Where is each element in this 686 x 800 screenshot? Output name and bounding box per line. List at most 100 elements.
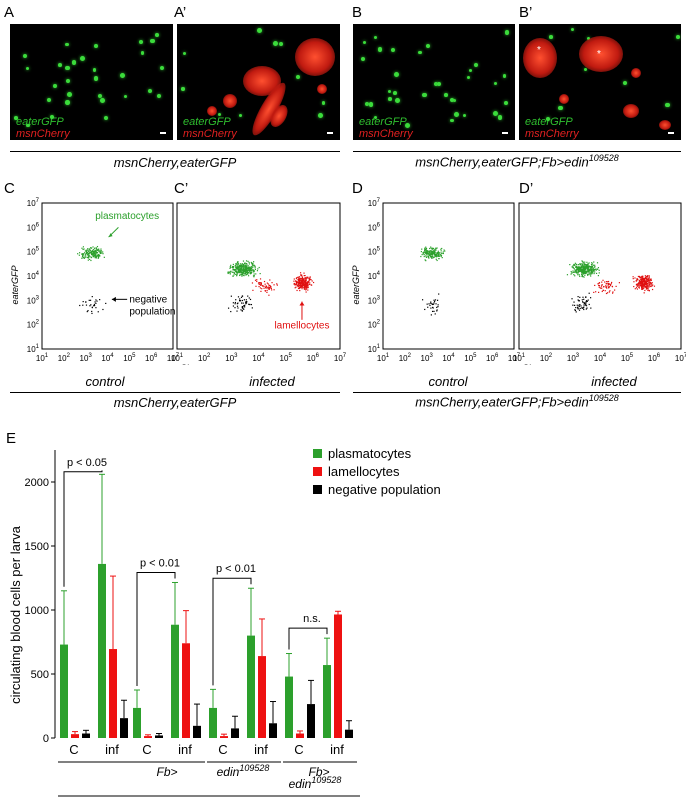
plasmatocyte-event	[583, 267, 585, 269]
lamellocyte-event	[259, 283, 261, 285]
gfp-cell	[454, 111, 460, 117]
plasmatocyte-event	[252, 262, 254, 265]
negative-event	[85, 304, 88, 306]
lamellocyte-event	[301, 274, 303, 276]
plasmatocyte-event	[578, 269, 580, 271]
negative-event	[583, 302, 585, 304]
gfp-cell	[584, 67, 588, 72]
gfp-cell	[52, 84, 57, 89]
lamellocyte-event	[263, 285, 265, 287]
plasmatocyte-event	[421, 253, 423, 256]
x-tick-label: 104	[252, 353, 265, 363]
lamellocyte-event	[638, 276, 641, 278]
plasmatocyte-event	[435, 255, 437, 257]
lamellocyte-event	[299, 272, 302, 274]
lamellocyte-event	[638, 285, 640, 288]
legend-msncherry: msnCherry	[183, 128, 237, 140]
bar-lamellocytes	[258, 656, 266, 738]
plasmatocyte-event	[247, 272, 249, 274]
plasmatocyte-event	[247, 260, 249, 262]
plasmatocyte-event	[233, 274, 235, 276]
plasmatocyte-event	[243, 270, 245, 272]
gfp-cell	[256, 28, 262, 34]
plasmatocyte-event	[247, 267, 249, 269]
plasmatocyte-event	[249, 270, 251, 272]
plasmatocyte-event	[87, 252, 90, 255]
plasmatocyte-event	[245, 271, 248, 273]
negative-event	[240, 309, 242, 311]
lamellocyte-event	[636, 285, 638, 287]
annotation-arrowhead	[299, 301, 305, 306]
lamellocyte-event	[297, 276, 299, 278]
plasmatocyte-event	[252, 269, 255, 271]
x-axis-label: msnCherry	[163, 363, 208, 365]
plasmatocyte-event	[102, 253, 104, 255]
plasmatocyte-event	[432, 250, 434, 252]
annotation-plasmatocytes: plasmatocytes	[95, 211, 159, 222]
plasmatocyte-event	[425, 251, 427, 253]
x-tick-label: 103	[567, 353, 580, 363]
lamellocyte-event	[608, 291, 610, 293]
plasmatocyte-event	[88, 249, 90, 251]
gfp-cell	[182, 51, 186, 55]
lamellocyte-event	[645, 275, 647, 278]
plasmatocyte-event	[436, 252, 438, 254]
lamellocyte-event	[594, 284, 596, 287]
negative-event	[244, 304, 246, 306]
plasmatocyte-event	[82, 246, 85, 248]
negative-event	[585, 305, 588, 307]
negative-event	[436, 299, 439, 301]
lamellocyte-cell	[295, 38, 335, 76]
plasmatocyte-event	[583, 270, 585, 273]
lamellocyte-event	[305, 282, 307, 284]
negative-event	[575, 311, 577, 313]
plasmatocyte-event	[438, 257, 440, 260]
lamellocyte-event	[651, 285, 653, 287]
y-tick-label: 105	[27, 247, 40, 257]
lamellocyte-event	[642, 281, 645, 283]
plasmatocyte-event	[81, 253, 83, 255]
lamellocyte-event	[306, 284, 308, 286]
lamellocyte-event	[646, 281, 648, 284]
plasmatocyte-event	[582, 272, 585, 274]
y-tick-label: 2000	[25, 477, 49, 489]
plasmatocyte-event	[597, 267, 600, 269]
plasmatocyte-event	[251, 271, 253, 273]
plasmatocyte-event	[588, 271, 590, 273]
negative-event	[581, 307, 583, 309]
plasmatocyte-event	[87, 248, 89, 250]
plasmatocyte-event	[590, 269, 593, 271]
plasmatocyte-event	[95, 253, 97, 255]
lamellocyte-event	[301, 283, 303, 285]
panel-letter-d-prime: D’	[519, 180, 534, 197]
plasmatocyte-event	[589, 269, 591, 271]
plasmatocyte-event	[244, 264, 246, 266]
lamellocyte-event	[268, 288, 271, 290]
plasmatocyte-event	[583, 276, 585, 278]
lamellocyte-event	[305, 277, 308, 279]
lamellocyte-event	[643, 279, 645, 281]
negative-event	[227, 307, 230, 309]
negative-event	[421, 299, 424, 301]
gfp-cell	[493, 110, 498, 116]
flow-plot: 101 102 103 104 105 106 107 101 102 103 104 105 106 1…	[10, 198, 180, 363]
lamellocyte-event	[300, 275, 302, 277]
plasmatocyte-event	[587, 267, 589, 269]
plasmatocyte-event	[429, 250, 431, 253]
plasmatocyte-event	[96, 251, 98, 254]
lamellocyte-event	[308, 279, 310, 281]
plasmatocyte-event	[252, 268, 254, 271]
lamellocyte-event	[601, 284, 603, 286]
lamellocyte-event	[293, 280, 295, 282]
plasmatocyte-event	[584, 266, 587, 268]
plasmatocyte-event	[237, 261, 239, 263]
plasmatocyte-event	[426, 249, 428, 252]
negative-event	[578, 300, 581, 302]
plasmatocyte-event	[586, 265, 588, 267]
lamellocyte-event	[604, 281, 606, 283]
negative-event	[245, 299, 247, 301]
negative-event	[435, 303, 437, 305]
x-tick-label: 102	[399, 353, 412, 363]
lamellocyte-event	[254, 279, 257, 281]
lamellocyte-event	[650, 279, 652, 281]
